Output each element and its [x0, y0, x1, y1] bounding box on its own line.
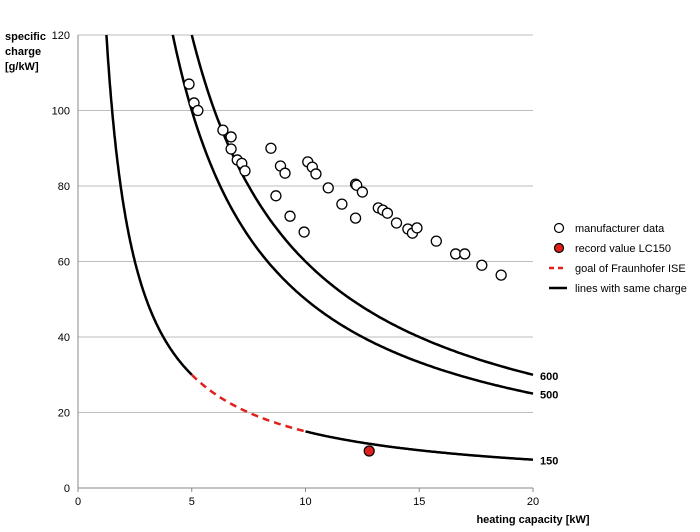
charge-line-label: 150 [540, 456, 558, 468]
manufacturer-data-point [279, 167, 291, 179]
y-tick-label: 40 [58, 332, 70, 344]
manufacturer-data-point [390, 217, 403, 229]
y-axis-label-line3: [g/kW] [5, 61, 39, 73]
manufacturer-data-point [459, 248, 471, 260]
manufacturer-data-point [192, 104, 204, 117]
legend: manufacturer data record value LC150 goal … [549, 222, 687, 295]
goal-dashed-line [190, 373, 306, 433]
legend-marker-manufacturer [553, 222, 565, 234]
charge-line-600 [190, 34, 534, 376]
manufacturer-data-point [217, 124, 229, 136]
manufacturer-data-point [239, 165, 251, 177]
manufacturer-data-point [349, 212, 362, 224]
axes [77, 35, 534, 492]
x-tick-label: 10 [299, 496, 311, 508]
legend-label: record value LC150 [575, 243, 671, 255]
legend-label: lines with same charge [575, 283, 687, 295]
charge-line-150 [305, 430, 534, 461]
y-tick-label: 0 [64, 483, 70, 495]
y-tick-label: 20 [58, 408, 70, 420]
curves: 150 500 600 [105, 34, 558, 468]
manufacturer-data-point [411, 222, 423, 234]
charge-line-label: 600 [540, 371, 558, 383]
manufacturer-data-point [356, 186, 369, 198]
y-tick-label: 120 [52, 30, 70, 42]
legend-label: manufacturer data [575, 223, 665, 235]
charge-line-150 [105, 34, 193, 376]
manufacturer-data-point [476, 259, 488, 271]
charge-line-500 [171, 34, 534, 395]
manufacturer-data-point [381, 207, 394, 219]
manufacturer-data-point [430, 235, 442, 247]
y-tick-label: 80 [58, 181, 70, 193]
manufacturer-data-point [183, 78, 195, 90]
y-tick-label: 60 [58, 257, 70, 269]
legend-label: goal of Fraunhofer ISE [575, 263, 686, 275]
manufacturer-data-point [225, 131, 237, 143]
x-tick-label: 20 [527, 496, 539, 508]
manufacturer-data-point [270, 190, 282, 202]
legend-marker-record [553, 242, 565, 254]
x-axis-label: heating capacity [kW] [476, 514, 589, 526]
manufacturer-data-point [298, 226, 310, 238]
manufacturer-data-point [336, 198, 348, 210]
y-axis-label-line2: charge [5, 46, 41, 58]
manufacturer-data-point [310, 168, 322, 180]
x-tick-label: 0 [75, 496, 81, 508]
x-tick-label: 5 [189, 496, 195, 508]
manufacturer-data-point [495, 269, 507, 281]
y-axis-label-line1: specific [5, 31, 46, 43]
record-value-point [363, 445, 375, 457]
points [183, 78, 507, 457]
charge-line-label: 500 [540, 390, 558, 402]
ticks: 0 20 40 60 80 100 120 0 5 10 15 20 [52, 30, 539, 508]
x-tick-label: 15 [413, 496, 425, 508]
manufacturer-data-point [265, 142, 277, 154]
manufacturer-data-point [284, 210, 296, 222]
manufacturer-data-point [225, 143, 237, 155]
y-tick-label: 100 [52, 106, 70, 118]
manufacturer-data-point [322, 182, 334, 194]
